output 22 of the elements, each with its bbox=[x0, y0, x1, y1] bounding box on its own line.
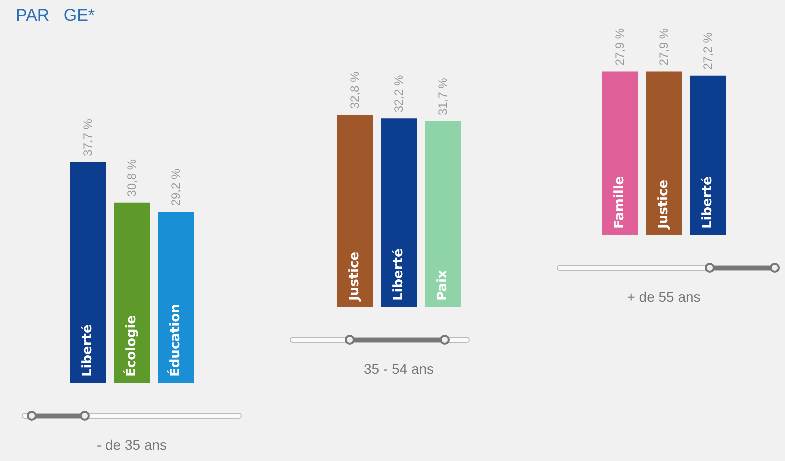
x-tick-label: Écologie bbox=[122, 315, 140, 377]
data-label: 32,8 % bbox=[348, 71, 362, 110]
x-tick-label: Liberté bbox=[700, 176, 716, 229]
x-tick-label: Liberté bbox=[392, 248, 406, 301]
x-axis-title: - de 35 ans bbox=[96, 437, 168, 453]
data-label: 27,2 % bbox=[701, 32, 715, 70]
x-axis-title: + de 55 ans bbox=[627, 289, 701, 305]
x-tick-label: Paix bbox=[436, 270, 450, 301]
data-label: 37,7 % bbox=[81, 118, 95, 156]
x-tick-label: Justice bbox=[656, 180, 672, 230]
x-tick-label: Liberté bbox=[80, 324, 96, 377]
x-axis-title: 35 - 54 ans bbox=[364, 361, 434, 377]
data-label: 27,9 % bbox=[657, 28, 671, 66]
x-tick-label: Justice bbox=[348, 252, 362, 302]
x-tick-label: Éducation bbox=[166, 304, 184, 377]
chart-title: PAR GE* bbox=[16, 6, 96, 26]
data-label: 31,7 % bbox=[436, 78, 450, 116]
x-tick-label: Famille bbox=[612, 176, 628, 229]
data-label: 27,9 % bbox=[613, 28, 627, 66]
data-label: 32,2 % bbox=[392, 74, 406, 113]
data-label: 30,8 % bbox=[125, 159, 139, 197]
data-label: 29,2 % bbox=[169, 168, 183, 206]
